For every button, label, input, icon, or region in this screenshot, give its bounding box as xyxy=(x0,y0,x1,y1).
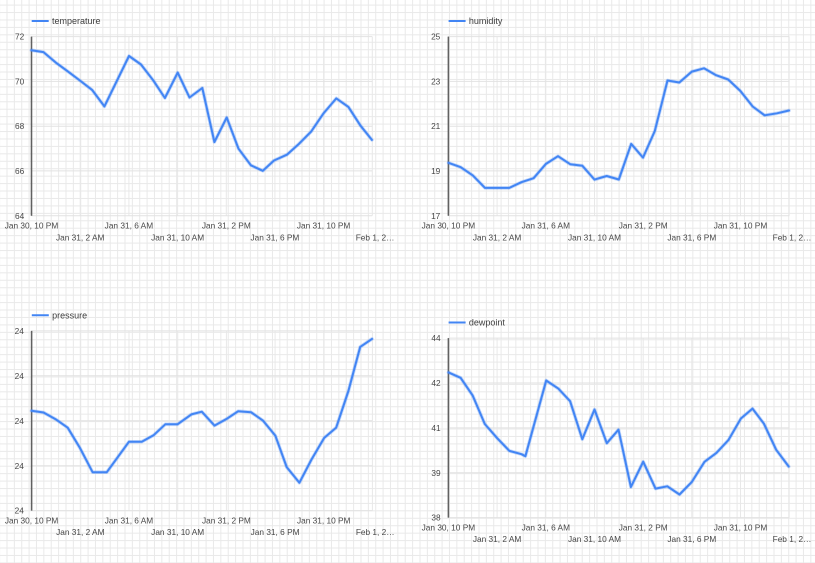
svg-text:Jan 31, 2 AM: Jan 31, 2 AM xyxy=(473,232,522,242)
svg-text:Jan 31, 10 PM: Jan 31, 10 PM xyxy=(297,221,351,231)
svg-text:Feb 1, 2…: Feb 1, 2… xyxy=(773,534,812,544)
svg-text:Jan 31, 10 AM: Jan 31, 10 AM xyxy=(568,232,621,242)
svg-text:Jan 30, 10 PM: Jan 30, 10 PM xyxy=(422,221,476,231)
svg-text:21: 21 xyxy=(431,121,441,131)
svg-text:24: 24 xyxy=(15,416,25,426)
svg-text:pressure: pressure xyxy=(52,310,87,320)
svg-text:38: 38 xyxy=(431,513,441,523)
svg-text:Jan 31, 10 AM: Jan 31, 10 AM xyxy=(151,232,204,242)
svg-text:Jan 30, 10 PM: Jan 30, 10 PM xyxy=(5,516,59,526)
svg-text:Jan 31, 2 PM: Jan 31, 2 PM xyxy=(202,516,251,526)
svg-text:Jan 31, 2 AM: Jan 31, 2 AM xyxy=(56,232,105,242)
svg-text:Jan 31, 10 PM: Jan 31, 10 PM xyxy=(714,221,768,231)
svg-text:Jan 31, 6 PM: Jan 31, 6 PM xyxy=(667,534,716,544)
svg-text:dewpoint: dewpoint xyxy=(469,318,506,328)
svg-text:Jan 31, 6 AM: Jan 31, 6 AM xyxy=(522,221,571,231)
svg-text:Jan 31, 2 PM: Jan 31, 2 PM xyxy=(619,523,668,533)
svg-text:23: 23 xyxy=(431,77,441,87)
svg-text:25: 25 xyxy=(431,32,441,42)
svg-text:70: 70 xyxy=(15,77,25,87)
svg-text:41: 41 xyxy=(431,423,441,433)
svg-text:Jan 31, 10 AM: Jan 31, 10 AM xyxy=(151,527,204,537)
svg-text:17: 17 xyxy=(431,211,441,221)
svg-text:Jan 31, 6 AM: Jan 31, 6 AM xyxy=(105,221,154,231)
svg-text:Jan 31, 6 PM: Jan 31, 6 PM xyxy=(251,527,300,537)
svg-text:Jan 31, 10 PM: Jan 31, 10 PM xyxy=(297,516,351,526)
svg-text:Jan 31, 2 AM: Jan 31, 2 AM xyxy=(56,527,105,537)
svg-text:24: 24 xyxy=(15,506,25,516)
svg-text:temperature: temperature xyxy=(52,16,101,26)
svg-text:19: 19 xyxy=(431,166,441,176)
svg-text:Jan 31, 6 AM: Jan 31, 6 AM xyxy=(522,523,571,533)
svg-text:44: 44 xyxy=(431,333,441,343)
svg-text:Feb 1, 2…: Feb 1, 2… xyxy=(356,232,395,242)
svg-text:72: 72 xyxy=(15,32,25,42)
svg-text:Feb 1, 2…: Feb 1, 2… xyxy=(356,527,395,537)
svg-text:Jan 31, 6 AM: Jan 31, 6 AM xyxy=(105,516,154,526)
svg-text:Jan 31, 6 PM: Jan 31, 6 PM xyxy=(250,232,299,242)
svg-text:64: 64 xyxy=(15,211,25,221)
svg-text:24: 24 xyxy=(15,326,25,336)
svg-text:42: 42 xyxy=(431,378,441,388)
svg-text:Jan 31, 10 PM: Jan 31, 10 PM xyxy=(714,523,768,533)
svg-text:39: 39 xyxy=(431,468,441,478)
svg-text:Feb 1, 2…: Feb 1, 2… xyxy=(773,232,812,242)
svg-text:Jan 31, 2 AM: Jan 31, 2 AM xyxy=(473,534,522,544)
svg-text:Jan 30, 10 PM: Jan 30, 10 PM xyxy=(5,221,59,231)
svg-text:Jan 31, 2 PM: Jan 31, 2 PM xyxy=(202,221,251,231)
svg-text:Jan 31, 6 PM: Jan 31, 6 PM xyxy=(667,232,716,242)
svg-text:24: 24 xyxy=(15,461,25,471)
svg-text:Jan 30, 10 PM: Jan 30, 10 PM xyxy=(422,523,476,533)
svg-text:66: 66 xyxy=(15,166,25,176)
svg-text:24: 24 xyxy=(15,371,25,381)
svg-text:68: 68 xyxy=(15,121,25,131)
svg-text:humidity: humidity xyxy=(469,16,503,26)
svg-text:Jan 31, 10 AM: Jan 31, 10 AM xyxy=(568,534,621,544)
svg-text:Jan 31, 2 PM: Jan 31, 2 PM xyxy=(619,221,668,231)
